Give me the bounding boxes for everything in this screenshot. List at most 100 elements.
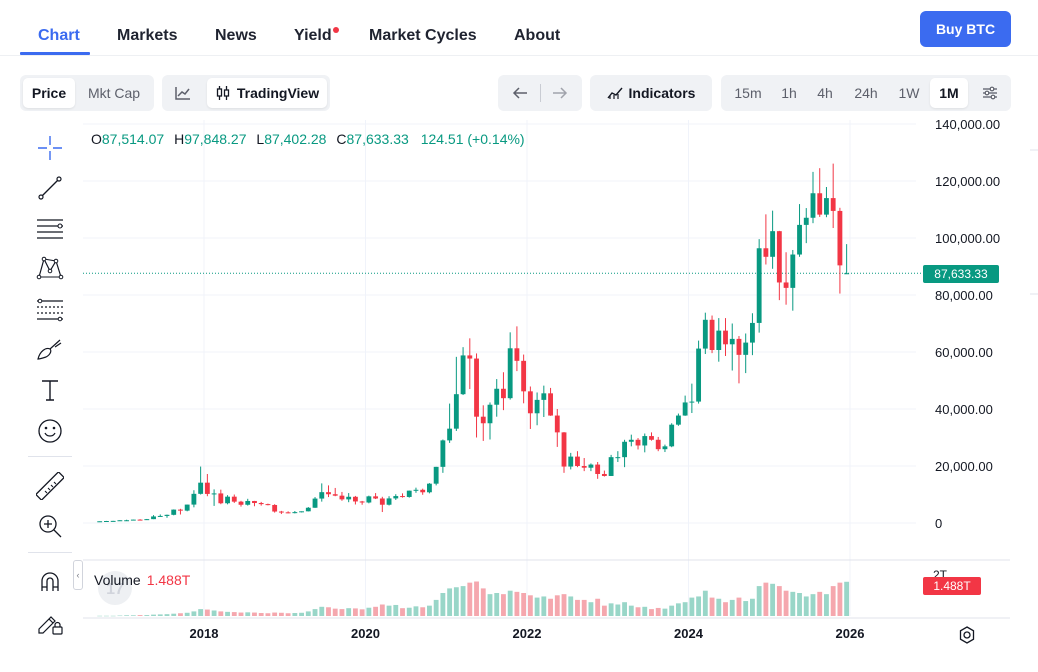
volume-bar (386, 605, 392, 616)
tab-yield[interactable]: Yield (294, 27, 332, 44)
y-tick-label: 0 (935, 516, 942, 531)
candle-body (231, 496, 237, 502)
volume-bar (332, 608, 338, 616)
volume-bar (346, 608, 352, 616)
interval-24h[interactable]: 24h (854, 85, 878, 101)
interval-1h[interactable]: 1h (781, 85, 797, 101)
emoji-tool[interactable] (34, 415, 66, 447)
volume-bar (595, 598, 601, 616)
candle-body (110, 520, 116, 522)
candle (198, 466, 204, 495)
interval-1w[interactable]: 1W (898, 85, 920, 101)
text-tool[interactable] (34, 374, 66, 406)
volume-bar (359, 609, 365, 616)
brush-tool[interactable] (34, 334, 66, 366)
lock-drawings-tool[interactable] (34, 606, 66, 638)
volume-bar (204, 609, 210, 616)
candle-body (238, 501, 244, 505)
magnet-tool[interactable] (34, 566, 66, 598)
candle-body (642, 436, 648, 446)
candle (447, 403, 453, 443)
ruler-tool[interactable] (34, 470, 66, 502)
undo-button[interactable] (502, 78, 538, 108)
volume-bar (776, 586, 782, 616)
volume-bar (373, 606, 379, 616)
candle-body (460, 355, 466, 395)
tab-markets[interactable]: Markets (117, 27, 178, 44)
crosshair-tool[interactable] (34, 132, 66, 164)
fib-levels-tool[interactable] (34, 294, 66, 326)
tab-news[interactable]: News (215, 27, 257, 44)
close-value: 87,633.33 (346, 131, 409, 147)
candle-body (252, 500, 257, 504)
chart-settings-button[interactable] (973, 78, 1007, 108)
volume-bar (447, 588, 453, 616)
candle (588, 463, 594, 472)
axis-settings-icon[interactable] (957, 625, 977, 645)
candle (420, 488, 426, 495)
candle (521, 354, 527, 404)
candle (655, 436, 661, 452)
interval-15m[interactable]: 15m (734, 85, 762, 101)
interval-group: 15m 1h 4h 24h 1W 1M (721, 75, 1011, 111)
interval-4h[interactable]: 4h (817, 85, 833, 101)
zoom-in-tool[interactable] (34, 510, 66, 542)
collapse-toolbar-handle[interactable]: ‹ (73, 560, 83, 590)
separator (540, 84, 541, 102)
candle (514, 326, 520, 372)
mkt-cap-toggle[interactable]: Mkt Cap (87, 85, 141, 101)
volume-bar (326, 607, 331, 616)
candle-body (245, 500, 251, 505)
candle (379, 496, 385, 513)
candle (622, 439, 627, 468)
tab-chart[interactable]: Chart (38, 27, 80, 44)
candle-body (339, 495, 345, 500)
candle (433, 466, 439, 486)
candle-body (258, 503, 264, 505)
candle (225, 495, 230, 505)
volume-bar (770, 583, 776, 616)
x-tick-label: 2018 (190, 626, 219, 641)
candle-body (164, 514, 170, 516)
y-tick-label: 120,000.00 (935, 174, 1000, 189)
y-tick-label: 60,000.00 (935, 345, 993, 360)
pattern-icon (36, 256, 64, 280)
volume-bar (144, 615, 150, 616)
candle-body (487, 404, 493, 424)
volume-bar (420, 607, 426, 616)
tab-about[interactable]: About (514, 27, 561, 44)
buy-btc-button[interactable]: Buy BTC (920, 11, 1011, 47)
volume-bar (803, 596, 809, 616)
line-chart-icon (175, 87, 190, 100)
volume-bar (662, 608, 668, 616)
indicators-icon (607, 87, 623, 99)
horizontal-lines-tool[interactable] (34, 212, 66, 244)
candle-body (272, 504, 278, 512)
candle-body (527, 391, 533, 414)
candle-body (440, 440, 446, 467)
volume-label: Volume (94, 572, 141, 588)
brush-icon (37, 339, 62, 360)
last-price-tag: 87,633.33 (923, 265, 999, 283)
pattern-tool[interactable] (34, 252, 66, 284)
candle-body (184, 504, 190, 511)
volume-bar (783, 590, 789, 616)
interval-1m[interactable]: 1M (930, 78, 968, 108)
redo-button[interactable] (542, 78, 578, 108)
candle-body (723, 330, 728, 345)
candle-body (824, 198, 829, 215)
tradingview-button[interactable]: TradingView (207, 78, 327, 108)
trendline-tool[interactable] (34, 172, 66, 204)
ohlc-legend: O87,514.07 H97,848.27 L87,402.28 C87,633… (91, 131, 525, 147)
tab-market-cycles[interactable]: Market Cycles (369, 27, 477, 44)
line-chart-button[interactable] (166, 78, 200, 108)
candle-body (453, 394, 459, 429)
volume-bar (575, 599, 580, 616)
volume-bar (568, 596, 574, 616)
arrow-right-icon (553, 87, 568, 99)
candle-body (379, 498, 385, 505)
candle-body (521, 360, 527, 392)
indicators-button[interactable]: Indicators (594, 78, 708, 108)
price-toggle[interactable]: Price (23, 78, 75, 108)
